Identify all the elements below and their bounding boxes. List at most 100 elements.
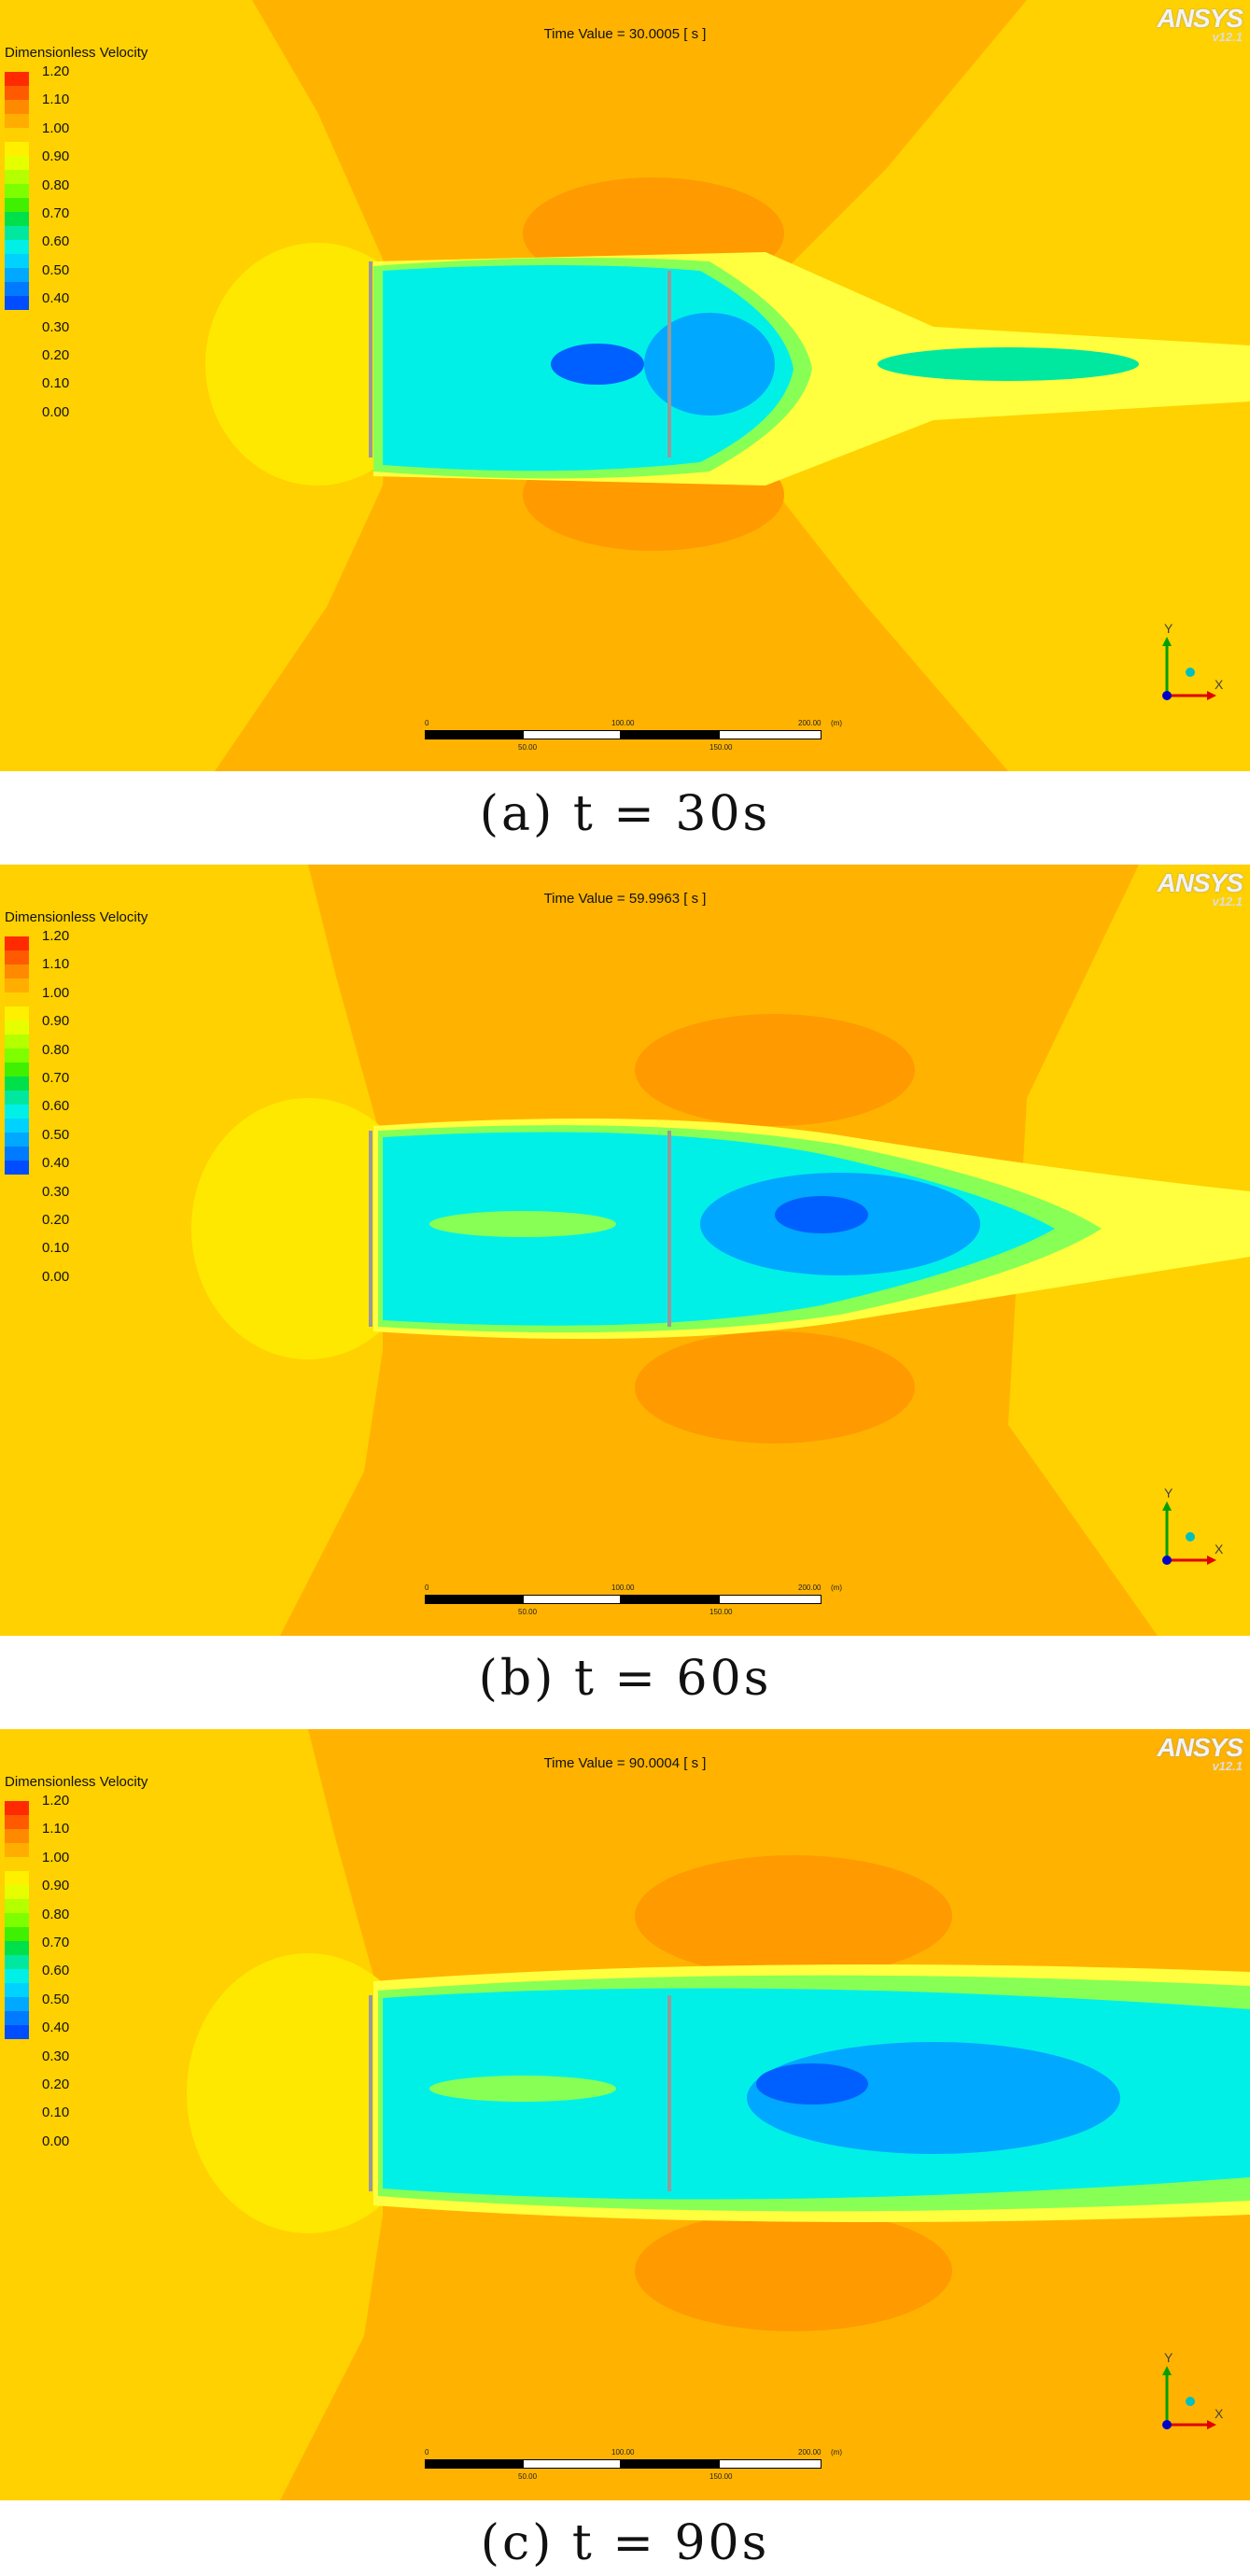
legend-tick: 0.00 bbox=[42, 1268, 70, 1285]
scale-label: 150.00 bbox=[709, 2472, 733, 2481]
legend-tick: 0.00 bbox=[42, 2133, 70, 2149]
scale-label: 0 bbox=[425, 1584, 429, 1592]
legend-tick: 0.40 bbox=[42, 2020, 70, 2036]
scale-segment bbox=[621, 2459, 719, 2469]
legend-tick: 0.10 bbox=[42, 1240, 70, 1257]
legend-labels: 1.20 1.10 1.00 0.90 0.80 0.70 0.60 0.50 … bbox=[42, 1793, 70, 2162]
legend-tick: 0.30 bbox=[42, 2048, 70, 2064]
legend-tick: 0.10 bbox=[42, 2104, 70, 2121]
legend-color-band bbox=[5, 1035, 29, 1049]
legend-tick: 1.10 bbox=[42, 91, 70, 108]
legend-color-band bbox=[5, 1927, 29, 1941]
contour-panel-b: Time Value = 59.9963 [ s ] Dimensionless… bbox=[0, 865, 1250, 1636]
legend-color-band bbox=[5, 1801, 29, 1815]
logo-brand: ANSYS bbox=[1157, 1733, 1243, 1762]
velocity-contour-plot bbox=[0, 865, 1250, 1636]
legend-tick: 0.90 bbox=[42, 148, 70, 165]
scale-segment bbox=[621, 1595, 719, 1604]
legend-color-band bbox=[5, 170, 29, 184]
legend-tick: 1.20 bbox=[42, 1793, 70, 1809]
scale-label: 200.00 bbox=[798, 2448, 822, 2456]
legend-color-band bbox=[5, 1049, 29, 1063]
legend-color-band bbox=[5, 100, 29, 114]
legend-color-band bbox=[5, 1969, 29, 1983]
legend-tick: 0.10 bbox=[42, 375, 70, 392]
color-legend: 1.20 1.10 1.00 0.90 0.80 0.70 0.60 0.50 … bbox=[5, 928, 69, 1284]
scale-label: 50.00 bbox=[518, 1608, 538, 1616]
legend-color-band bbox=[5, 1871, 29, 1885]
logo-version: v12.1 bbox=[1212, 30, 1243, 44]
axis-y-label: Y bbox=[1164, 621, 1173, 636]
contour-panel-a: Time Value = 30.0005 [ s ] Dimensionless… bbox=[0, 0, 1250, 771]
logo-brand: ANSYS bbox=[1157, 4, 1243, 33]
legend-tick: 0.70 bbox=[42, 1069, 70, 1086]
scale-segment bbox=[719, 2459, 822, 2469]
legend-tick: 0.30 bbox=[42, 318, 70, 335]
legend-tick: 1.00 bbox=[42, 984, 70, 1001]
legend-tick: 0.20 bbox=[42, 346, 70, 363]
legend-tick: 0.60 bbox=[42, 233, 70, 250]
legend-color-band bbox=[5, 296, 29, 310]
legend-tick: 0.80 bbox=[42, 1906, 70, 1922]
scale-bar: 0 100.00 200.00 (m) 50.00 150.00 bbox=[425, 719, 842, 756]
scale-label: 0 bbox=[425, 719, 429, 727]
scale-label: 0 bbox=[425, 2448, 429, 2456]
caption-b: (b) t = 60s bbox=[478, 1651, 772, 1707]
legend-tick: 0.50 bbox=[42, 261, 70, 278]
legend-color-band bbox=[5, 212, 29, 226]
legend-color-band bbox=[5, 1077, 29, 1091]
caption-c: (c) t = 90s bbox=[480, 2515, 770, 2571]
legend-color-bar bbox=[5, 1801, 29, 2039]
legend-tick: 0.70 bbox=[42, 1934, 70, 1950]
legend-color-band bbox=[5, 156, 29, 170]
axis-triad-icon: Y X bbox=[1162, 2350, 1223, 2429]
legend-color-band bbox=[5, 226, 29, 240]
legend-color-band bbox=[5, 1133, 29, 1147]
axis-triad-icon: Y X bbox=[1162, 621, 1223, 700]
time-value-label: Time Value = 59.9963 [ s ] bbox=[543, 891, 707, 907]
legend-tick: 0.70 bbox=[42, 204, 70, 221]
legend-color-band bbox=[5, 114, 29, 128]
legend-tick: 1.00 bbox=[42, 1849, 70, 1865]
axis-x-label: X bbox=[1215, 1541, 1223, 1556]
legend-color-band bbox=[5, 2011, 29, 2025]
legend-tick: 0.30 bbox=[42, 1183, 70, 1200]
scale-segment bbox=[523, 730, 621, 739]
legend-tick: 0.80 bbox=[42, 176, 70, 193]
legend-color-band bbox=[5, 128, 29, 142]
legend-color-band bbox=[5, 992, 29, 1006]
scale-segment bbox=[425, 1595, 523, 1604]
legend-color-band bbox=[5, 1815, 29, 1829]
legend-color-band bbox=[5, 72, 29, 86]
legend-labels: 1.20 1.10 1.00 0.90 0.80 0.70 0.60 0.50 … bbox=[42, 928, 70, 1298]
scale-label: 150.00 bbox=[709, 1608, 733, 1616]
legend-color-band bbox=[5, 1983, 29, 1997]
axis-y-label: Y bbox=[1164, 2350, 1173, 2365]
legend-title: Dimensionless Velocity bbox=[5, 909, 148, 925]
legend-color-band bbox=[5, 936, 29, 950]
axis-y-label: Y bbox=[1164, 1485, 1173, 1500]
logo-version: v12.1 bbox=[1212, 1759, 1243, 1773]
color-legend: 1.20 1.10 1.00 0.90 0.80 0.70 0.60 0.50 … bbox=[5, 1793, 69, 2148]
velocity-contour-plot bbox=[0, 0, 1250, 771]
legend-tick: 1.20 bbox=[42, 63, 70, 79]
scale-label: 200.00 bbox=[798, 719, 822, 727]
legend-tick: 0.50 bbox=[42, 1991, 70, 2007]
velocity-contour-plot bbox=[0, 1729, 1250, 2500]
legend-color-band bbox=[5, 1941, 29, 1955]
logo-brand: ANSYS bbox=[1157, 868, 1243, 897]
scale-segment bbox=[523, 1595, 621, 1604]
legend-tick: 0.20 bbox=[42, 1211, 70, 1228]
legend-title: Dimensionless Velocity bbox=[5, 45, 148, 61]
legend-color-band bbox=[5, 2025, 29, 2039]
scale-label: 200.00 bbox=[798, 1584, 822, 1592]
legend-title: Dimensionless Velocity bbox=[5, 1774, 148, 1790]
legend-color-band bbox=[5, 268, 29, 282]
legend-color-band bbox=[5, 1899, 29, 1913]
legend-color-band bbox=[5, 240, 29, 254]
ansys-logo: ANSYS v12.1 bbox=[1158, 868, 1243, 908]
legend-color-band bbox=[5, 1006, 29, 1021]
legend-color-band bbox=[5, 1063, 29, 1077]
legend-color-band bbox=[5, 198, 29, 212]
scale-label: 100.00 bbox=[611, 719, 635, 727]
